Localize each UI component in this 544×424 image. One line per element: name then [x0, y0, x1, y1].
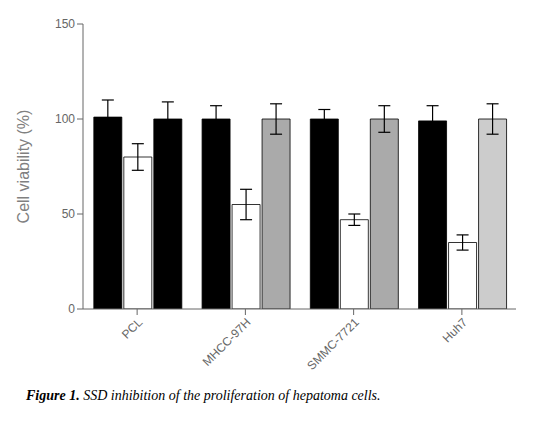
svg-text:MHCC-97H: MHCC-97H	[200, 315, 254, 369]
svg-text:PCL: PCL	[119, 315, 146, 342]
svg-text:0: 0	[68, 302, 75, 316]
svg-text:50: 50	[62, 207, 76, 221]
html-text:Figure 1. SSD inhibition of th: Figure 1. SSD inhibition of the prolifer…	[26, 388, 381, 403]
svg-text:150: 150	[55, 17, 75, 31]
svg-text:Huh7: Huh7	[440, 315, 470, 345]
svg-text:SMMC-7721: SMMC-7721	[304, 315, 362, 373]
svg-text:Cell viability (%): Cell viability (%)	[15, 110, 32, 224]
svg-text:100: 100	[55, 112, 75, 126]
